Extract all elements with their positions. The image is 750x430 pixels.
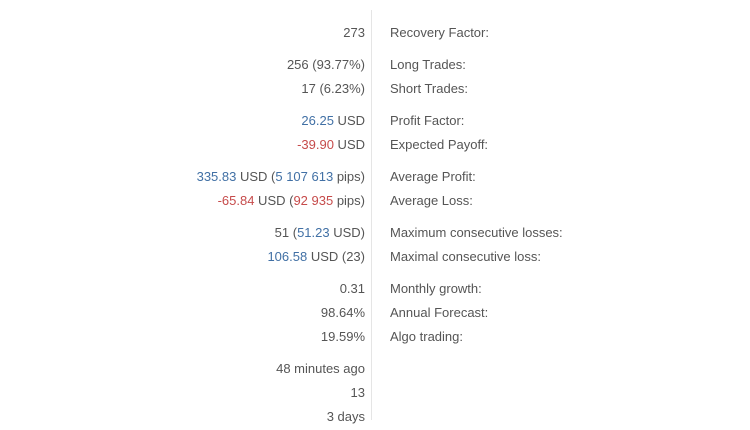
stat-value-part: USD ( — [236, 168, 276, 184]
stat-group: 0.31 Monthly growth: 98.64% Annual Forecast… — [0, 276, 750, 348]
stat-value-part: 98.64% — [320, 304, 365, 320]
stat-row: 106.58 USD (23) Maximal consecutive loss: — [0, 244, 750, 268]
stat-label: Maximal consecutive loss: — [390, 248, 541, 264]
stat-label: Monthly growth: — [390, 280, 482, 296]
stat-value: -39.90 USD — [0, 137, 365, 152]
stat-value-part: USD — [333, 136, 365, 152]
stat-value: 19.59% — [0, 329, 365, 344]
stat-label: Expected Payoff: — [390, 136, 489, 152]
stat-value-part: pips) — [333, 192, 365, 208]
stat-value-part: -65.84 — [217, 192, 255, 208]
stat-value: 335.83 USD (5 107 613 pips) — [0, 169, 365, 184]
stat-value-part: USD — [333, 112, 365, 128]
stat-label: Profit Factor: — [390, 112, 465, 128]
stat-value-part: 256 (93.77%) — [286, 56, 365, 72]
stat-value-part: USD) — [329, 224, 365, 240]
stat-value: 256 (93.77%) — [0, 57, 365, 72]
stat-group: 256 (93.77%) Long Trades: 17 (6.23%) Short … — [0, 52, 750, 100]
stat-value-part: 48 minutes ago — [276, 360, 365, 376]
stat-label: Recovery Factor: — [390, 24, 489, 40]
stat-value-part: 26.25 — [301, 112, 334, 128]
stat-row: 0.31 Monthly growth: — [0, 276, 750, 300]
stat-row: 98.64% Annual Forecast: — [0, 300, 750, 324]
stat-value-part: USD ( — [254, 192, 294, 208]
stat-row: -39.90 USD Expected Payoff: — [0, 132, 750, 156]
stat-value: 0.31 — [0, 281, 365, 296]
stat-group: 335.83 USD (5 107 613 pips) Average Profi… — [0, 164, 750, 212]
stat-group: 273 Recovery Factor: — [0, 20, 750, 44]
stat-group: 26.25 USD Profit Factor: -39.90 USD Expecte… — [0, 108, 750, 156]
stat-group: 51 (51.23 USD) Maximum consecutive losses… — [0, 220, 750, 268]
stat-value-part: 0.31 — [339, 280, 365, 296]
stat-value: 3 days — [0, 409, 365, 424]
stat-value-part: 5 107 613 — [275, 168, 334, 184]
stat-label: Short Trades: — [390, 80, 469, 96]
stat-row: -65.84 USD (92 935 pips) Average Loss: — [0, 188, 750, 212]
stat-row: 13 — [0, 380, 750, 404]
stat-label: Maximum consecutive losses: — [390, 224, 563, 240]
stat-row: 335.83 USD (5 107 613 pips) Average Profi… — [0, 164, 750, 188]
stat-value: 17 (6.23%) — [0, 81, 365, 96]
stat-row: 17 (6.23%) Short Trades: — [0, 76, 750, 100]
stat-label: Average Profit: — [390, 168, 476, 184]
stat-value: 273 — [0, 25, 365, 40]
stat-row: 26.25 USD Profit Factor: — [0, 108, 750, 132]
stat-group: 48 minutes ago 13 3 days — [0, 356, 750, 428]
stat-label: Annual Forecast: — [390, 304, 489, 320]
stat-value: 48 minutes ago — [0, 361, 365, 376]
stat-value: -65.84 USD (92 935 pips) — [0, 193, 365, 208]
stat-row: 19.59% Algo trading: — [0, 324, 750, 348]
stat-label: Long Trades: — [390, 56, 466, 72]
stat-value: 13 — [0, 385, 365, 400]
stat-row: 256 (93.77%) Long Trades: — [0, 52, 750, 76]
stat-value-part: 51 ( — [274, 224, 298, 240]
stat-value-part: USD (23) — [307, 248, 365, 264]
stat-value-part: pips) — [333, 168, 365, 184]
stat-label: Algo trading: — [390, 328, 463, 344]
stat-value-part: 19.59% — [320, 328, 365, 344]
stat-value-part: 3 days — [326, 408, 365, 424]
stat-value-part: 273 — [343, 24, 365, 40]
stat-value-part: 92 935 — [293, 192, 334, 208]
stat-value-part: 335.83 — [196, 168, 237, 184]
stat-value-part: 106.58 — [267, 248, 308, 264]
stat-value-part: 13 — [350, 384, 365, 400]
stat-value: 98.64% — [0, 305, 365, 320]
stat-row: 3 days — [0, 404, 750, 428]
stat-value-part: -39.90 — [297, 136, 334, 152]
stat-value-part: 51.23 — [297, 224, 330, 240]
stat-value: 51 (51.23 USD) — [0, 225, 365, 240]
stat-row: 48 minutes ago — [0, 356, 750, 380]
stat-value: 106.58 USD (23) — [0, 249, 365, 264]
stat-label: Average Loss: — [390, 192, 473, 208]
column-divider — [371, 10, 372, 420]
stat-row: 51 (51.23 USD) Maximum consecutive losses… — [0, 220, 750, 244]
stat-value-part: 17 (6.23%) — [301, 80, 365, 96]
stat-row: 273 Recovery Factor: — [0, 20, 750, 44]
stat-value: 26.25 USD — [0, 113, 365, 128]
